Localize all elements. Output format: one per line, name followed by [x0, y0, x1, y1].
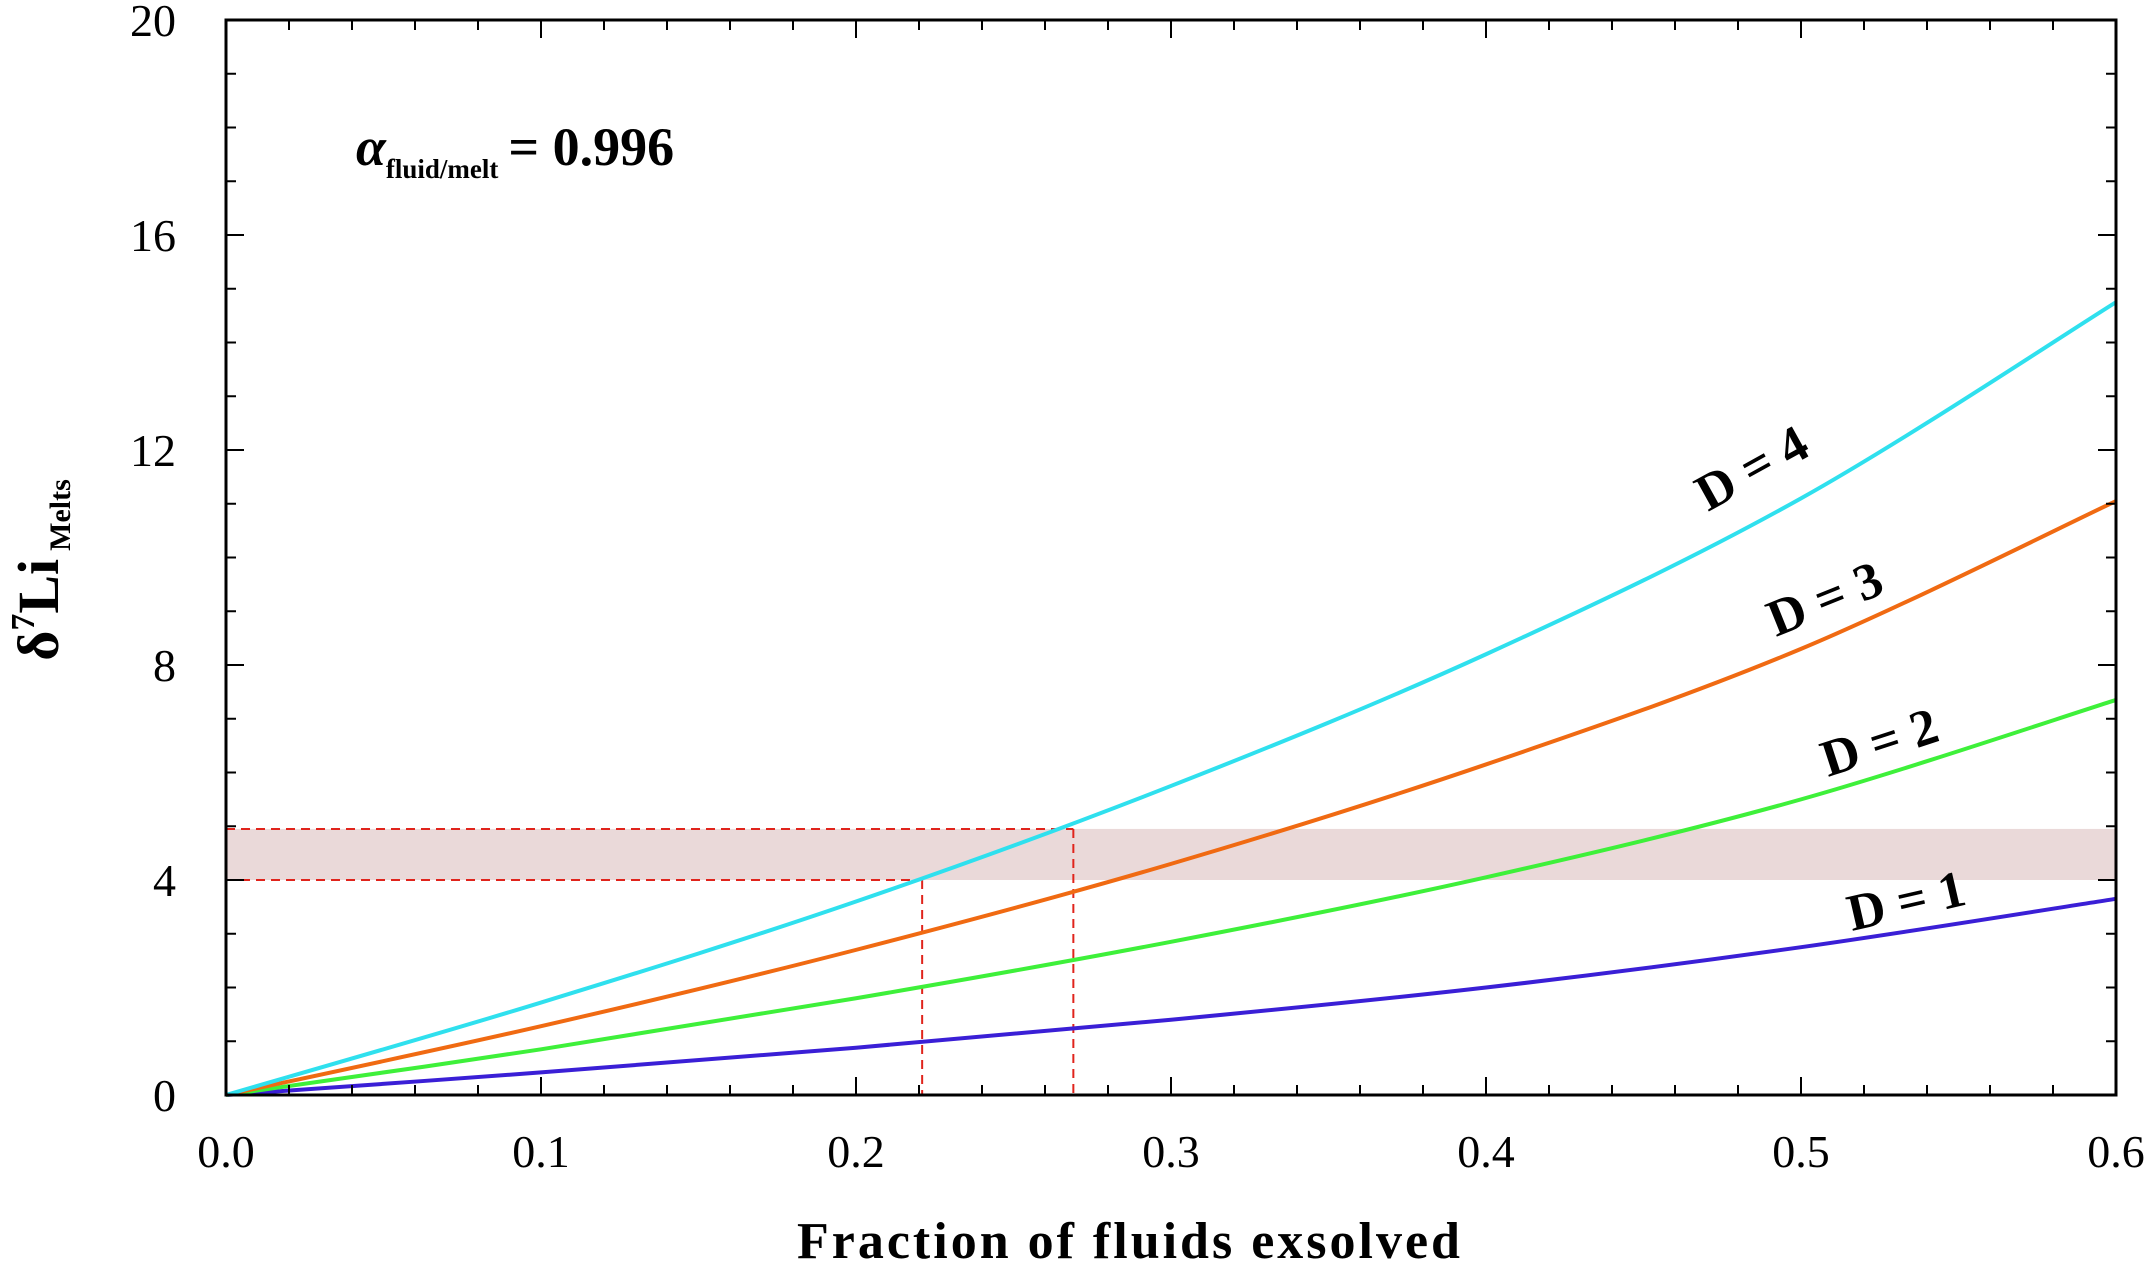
plot-frame [224, 18, 2118, 1097]
alpha-value: = 0.996 [508, 117, 674, 177]
x-tick-label: 0.6 [2087, 1126, 2144, 1177]
x-tick-label: 0.0 [197, 1126, 255, 1177]
y-tick-label: 16 [130, 210, 176, 261]
series-line-d1 [225, 896, 2117, 1097]
series-line-d2 [225, 698, 2117, 1097]
shaded-band-layer [226, 828, 2116, 880]
y-axis-title: δ7Li Melts [5, 479, 77, 661]
series-line-d3 [225, 499, 2117, 1097]
x-axis-title: Fraction of fluids exsolved [797, 1213, 1463, 1270]
y-tick-label: 12 [130, 425, 176, 476]
shaded-band [226, 828, 2116, 880]
x-tick-label: 0.2 [827, 1126, 885, 1177]
text-layer: Fraction of fluids exsolved δ7Li Melts αf… [5, 117, 1971, 1270]
x-tick-label: 0.1 [512, 1126, 570, 1177]
y-tick-label: 8 [153, 640, 176, 691]
series-layer [225, 300, 2118, 1097]
y-tick-label: 20 [130, 0, 176, 46]
y-axis-title-superscript: 7 [5, 614, 42, 631]
alpha-subscript: fluid/melt [386, 154, 499, 184]
ticks-layer: 0.0 0.1 0.2 0.3 0.4 0.5 0.6 0 4 8 12 16 20 [130, 0, 2144, 1177]
x-tick-label: 0.5 [1772, 1126, 1830, 1177]
y-axis-title-subscript: Melts [44, 479, 77, 551]
alpha-symbol: α [356, 117, 387, 177]
y-tick-label: 4 [153, 855, 176, 906]
series-label-d4: D = 4 [1686, 415, 1818, 523]
x-tick-label: 0.4 [1457, 1126, 1515, 1177]
series-label-d3: D = 3 [1759, 551, 1891, 648]
y-tick-label: 0 [153, 1070, 176, 1121]
series-line-d4 [225, 300, 2118, 1097]
y-axis-title-element: Li [6, 559, 71, 614]
x-tick-label: 0.3 [1142, 1126, 1200, 1177]
alpha-annotation: αfluid/melt = 0.996 [356, 117, 674, 184]
y-axis-title-main: δ [6, 631, 71, 661]
plot-frame-layer [224, 18, 2118, 1097]
